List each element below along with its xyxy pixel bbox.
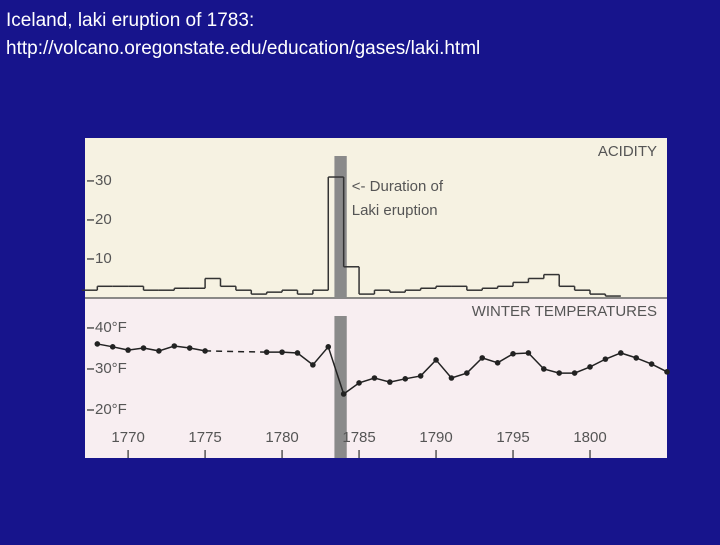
point (448, 375, 455, 381)
panel (85, 138, 667, 298)
point (648, 361, 655, 367)
slide-title: http://volcano.oregonstate.edu/education… (6, 38, 480, 59)
y-tick-label: 20°F (95, 401, 127, 418)
point (125, 347, 131, 353)
panel-title: ACIDITY (598, 143, 657, 160)
point (294, 350, 301, 356)
point (510, 350, 516, 357)
point (571, 370, 578, 376)
point (479, 355, 486, 361)
x-tick-label: 1785 (342, 429, 375, 446)
y-tick-label: 30 (95, 172, 112, 189)
x-tick-label: 1780 (265, 429, 298, 446)
point (310, 362, 316, 368)
point (156, 348, 162, 354)
y-tick-label: 10 (95, 250, 112, 267)
point (587, 364, 593, 370)
point (186, 345, 193, 351)
x-tick-label: 1770 (111, 429, 144, 446)
point (494, 360, 501, 366)
x-tick-label: 1775 (188, 429, 221, 446)
point (402, 376, 409, 382)
point (325, 344, 332, 350)
point (556, 370, 563, 376)
y-tick-label: 20 (95, 211, 112, 228)
point (340, 391, 347, 397)
point (618, 350, 624, 356)
y-tick-label: 40°F (95, 319, 127, 336)
panel-title: WINTER TEMPERATURES (472, 303, 657, 320)
slide-title: Iceland, laki eruption of 1783: (6, 10, 254, 31)
point (433, 357, 439, 363)
point (387, 379, 393, 385)
x-tick-label: 1795 (496, 429, 529, 446)
point (279, 349, 285, 355)
point (109, 344, 116, 350)
point (464, 370, 470, 376)
point (417, 373, 424, 379)
annotation: <- Duration of (352, 178, 444, 195)
point (263, 349, 270, 355)
point (633, 355, 640, 361)
annotation: Laki eruption (352, 202, 438, 219)
point (664, 369, 670, 375)
point (94, 341, 101, 347)
point (202, 348, 208, 354)
x-tick-label: 1800 (573, 429, 606, 446)
point (356, 380, 362, 386)
y-tick-label: 30°F (95, 360, 127, 377)
point (525, 350, 532, 356)
point (541, 366, 547, 372)
point (602, 356, 609, 362)
point (140, 345, 147, 351)
eruption-band (334, 316, 347, 458)
point (171, 343, 178, 349)
point (371, 375, 378, 381)
x-tick-label: 1790 (419, 429, 452, 446)
